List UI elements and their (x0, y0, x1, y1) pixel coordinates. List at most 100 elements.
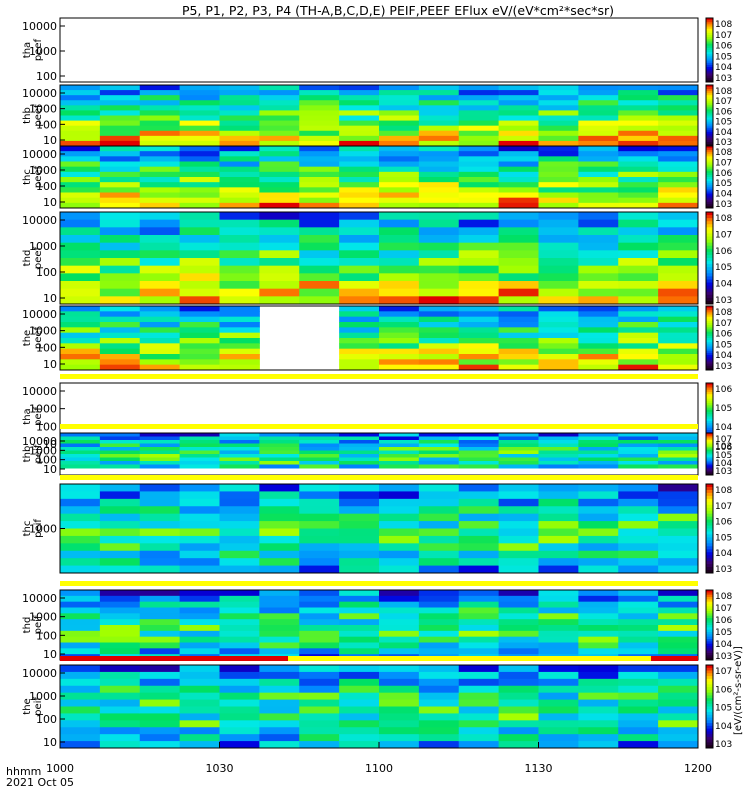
colorbar-tick-label: 103 (715, 565, 732, 575)
x-tick-label: 1200 (684, 762, 712, 775)
y-tick-label: 1000 (29, 325, 57, 338)
colorbar-frame (705, 211, 714, 305)
colorbar-tick-label: 103 (715, 138, 732, 148)
y-tick-label: 100 (36, 70, 57, 83)
colorbar-tick-label: 103 (715, 74, 732, 84)
y-tick-label: 10000 (22, 667, 57, 680)
y-axis-label: thb (22, 107, 33, 124)
colorbar-frame (705, 305, 714, 371)
colorbar-frame (705, 17, 714, 83)
colorbar-tick-label: 106 (715, 169, 732, 179)
colorbar-tick-label: 104 (715, 351, 732, 361)
colorbar-tick-label: 107 (715, 31, 732, 41)
y-tick-label: 10000 (22, 20, 57, 33)
y-axis-label: thb (22, 446, 33, 463)
y-tick-label: 10000 (22, 592, 57, 605)
y-tick-label: 1000 (29, 444, 57, 457)
colorbar-tick-label: 106 (715, 42, 732, 52)
colorbar-tick-label: 105 (715, 263, 732, 273)
y-axis-label: peef (33, 326, 44, 349)
colorbar-tick-label: 104 (715, 459, 732, 469)
colorbar-tick-label: 108 (715, 148, 732, 158)
y-tick-label: 1000 (29, 611, 57, 624)
y-tick-label: 10000 (22, 308, 57, 321)
y-axis-label: peef (33, 38, 44, 61)
y-axis-label: peif (33, 444, 44, 463)
colorbar-tick-label: 105 (715, 340, 732, 350)
colorbar-frame (705, 589, 714, 661)
y-tick-label: 100 (36, 629, 57, 642)
colorbar-tick-label: 107 (715, 435, 732, 445)
y-tick-label: 10 (43, 438, 57, 451)
x-tick-label: 1000 (46, 762, 74, 775)
colorbar-tick-label: 106 (715, 247, 732, 257)
y-tick-label: 10000 (22, 87, 57, 100)
colorbar-tick-label: 103 (715, 296, 732, 306)
time-axis: 1000 1030 1100 1130 1200 (46, 742, 712, 775)
colorbar-tick-label: 107 (715, 502, 732, 512)
colorbar-tick-label: 107 (715, 230, 732, 240)
colorbar-tick-label: 106 (715, 685, 732, 695)
y-axis-label: peif (33, 519, 44, 538)
colorbar-tick-label: 105 (715, 118, 732, 128)
colorbar-tick-label: 104 (715, 280, 732, 290)
colorbar-tick-label: 107 (715, 667, 732, 677)
status-bar-tha-peif (60, 374, 698, 379)
colorbar-frame (705, 432, 714, 476)
y-axis-label: peif (33, 615, 44, 634)
colorbar-tick-label: 106 (715, 330, 732, 340)
y-tick-label: 1000 (29, 103, 57, 116)
y-tick-label: 1000 (29, 403, 57, 416)
y-tick-label: 1000 (29, 523, 57, 536)
time-axis-label-hhmm: hhmm (6, 765, 41, 778)
colorbar-unit-label: [eV/(cm²-s-sr-eV)] (733, 646, 744, 735)
y-tick-label: 10 (43, 736, 57, 749)
status-bar-thd-peif (60, 581, 698, 586)
y-axis-label: thd (22, 250, 33, 267)
time-axis-label-date: 2021 Oct 05 (6, 776, 74, 789)
colorbar-tick-label: 107 (715, 604, 732, 614)
colorbar-tick-label: 104 (715, 63, 732, 73)
colorbar-tick-label: 103 (715, 652, 732, 662)
y-tick-label: 10 (43, 134, 57, 147)
y-axis-label: tha (22, 408, 33, 424)
colorbar-tick-label: 108 (715, 214, 732, 224)
colorbar-frame (705, 145, 714, 209)
panel-background (60, 18, 698, 82)
colorbar-tick-label: 103 (715, 740, 732, 750)
y-tick-label: 10 (43, 292, 57, 305)
status-bar-thb-peif (60, 424, 698, 429)
colorbar-frame (705, 483, 714, 574)
status-bar-thc-peif (60, 475, 698, 480)
y-tick-label: 100 (36, 341, 57, 354)
y-tick-label: 100 (36, 118, 57, 131)
x-tick-label: 1130 (525, 762, 553, 775)
colorbar-tick-label: 108 (715, 20, 732, 30)
colorbar-tick-label: 106 (715, 616, 732, 626)
y-tick-label: 10 (43, 196, 57, 209)
colorbar-tick-label: 105 (715, 179, 732, 189)
y-tick-label: 1000 (29, 240, 57, 253)
y-axis-label: tha (22, 42, 33, 58)
y-tick-label: 100 (36, 266, 57, 279)
y-axis-label: the (22, 698, 33, 714)
colorbar-tick-label: 103 (715, 362, 732, 372)
y-axis-label: the (22, 330, 33, 346)
panel-thd-peef: 10000 1000 100 10 thd peef 108 107 106 105 104 103 (22, 211, 732, 306)
colorbar-tick-label: 105 (715, 704, 732, 714)
colorbar-tick-label: 103 (715, 442, 732, 452)
y-tick-label: 1000 (29, 690, 57, 703)
chart-title: P5, P1, P2, P3, P4 (TH-A,B,C,D,E) PEIF,P… (182, 3, 614, 18)
colorbar-tick-label: 108 (715, 87, 732, 97)
colorbar-tick-label: 106 (715, 107, 732, 117)
colorbar-tick-label: 105 (715, 533, 732, 543)
y-tick-label: 100 (36, 713, 57, 726)
panel-frame (59, 145, 699, 209)
